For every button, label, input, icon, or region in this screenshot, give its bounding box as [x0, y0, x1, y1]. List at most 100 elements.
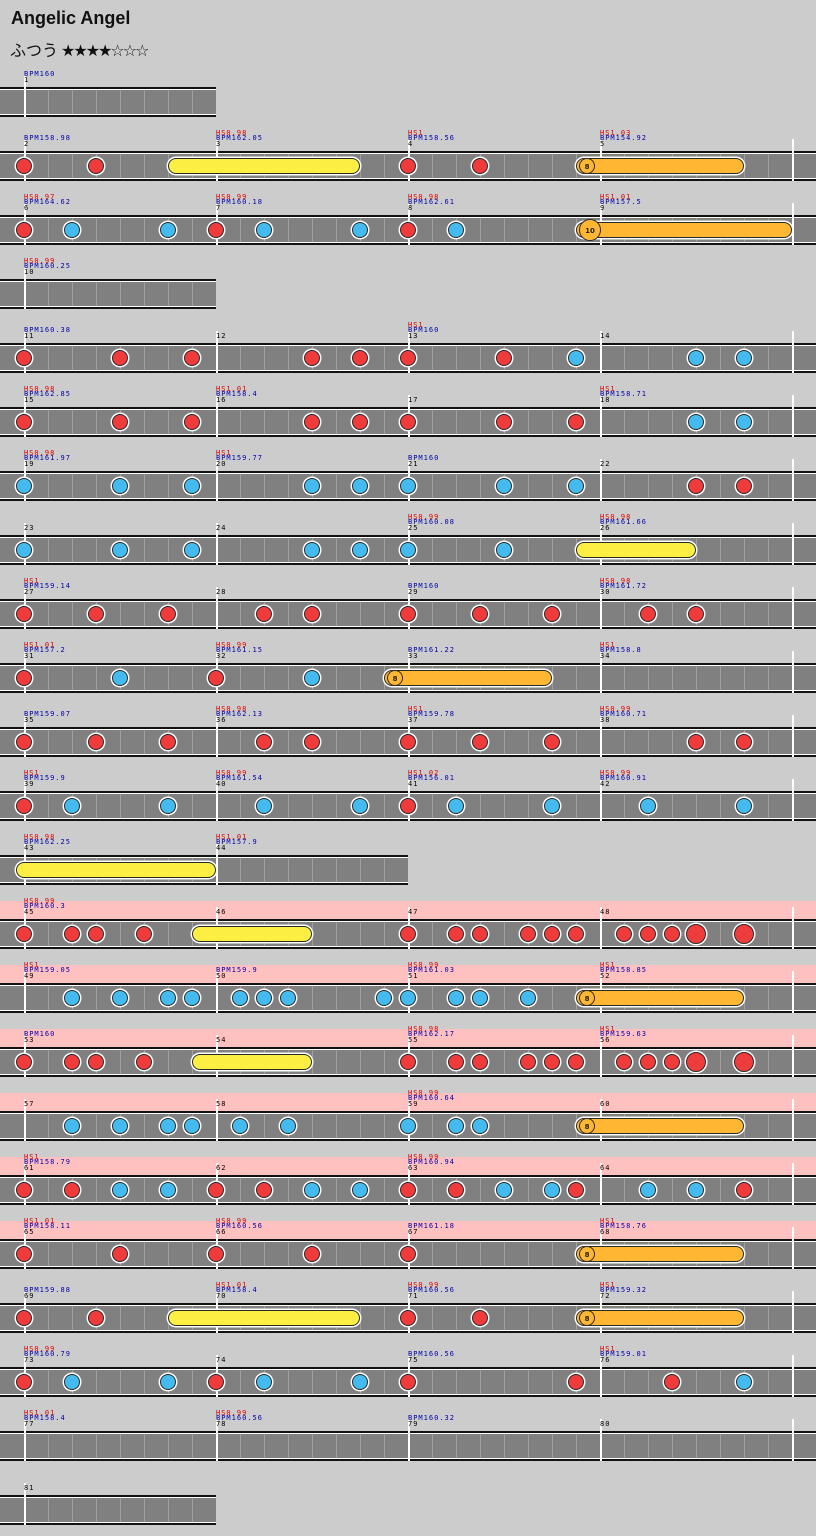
barline: [600, 715, 602, 757]
beat-line: [528, 1370, 529, 1394]
ka-note: [64, 798, 80, 814]
lane-edge: [0, 1523, 216, 1525]
beat-line: [312, 1370, 313, 1394]
measure-number: 22: [600, 460, 611, 468]
hs-label: HS1.01: [600, 193, 632, 201]
bpm-label: BPM161.18: [408, 1222, 455, 1230]
measure-number: 70: [216, 1292, 227, 1300]
beat-line: [696, 1434, 697, 1458]
beat-line: [768, 410, 769, 434]
beat-line: [768, 154, 769, 178]
ka-note: [448, 1118, 464, 1134]
don-note: [64, 1182, 80, 1198]
beat-line: [432, 794, 433, 818]
lane-edge: [0, 307, 216, 309]
bpm-label: BPM160.91: [600, 774, 647, 782]
beat-line: [744, 986, 745, 1010]
beat-line: [312, 1434, 313, 1458]
beat-line: [144, 282, 145, 306]
beat-line: [336, 730, 337, 754]
bpm-label: BPM161.54: [216, 774, 263, 782]
bpm-label: BPM158.56: [408, 134, 455, 142]
measure-number: 27: [24, 588, 35, 596]
measure-number: 4: [408, 140, 414, 148]
beat-line: [240, 1242, 241, 1266]
measure-number: 79: [408, 1420, 419, 1428]
beat-line: [168, 666, 169, 690]
ka-note: [688, 1182, 704, 1198]
beat-line: [312, 858, 313, 882]
don-note: [686, 924, 706, 944]
hs-label: HS1: [408, 321, 424, 329]
drumroll-count: 10: [579, 219, 601, 241]
barline: [216, 395, 218, 437]
beat-line: [360, 858, 361, 882]
barline: [600, 779, 602, 821]
don-note: [544, 926, 560, 942]
ka-note: [544, 1182, 560, 1198]
beat-line: [720, 666, 721, 690]
beat-line: [432, 1434, 433, 1458]
beat-line: [288, 666, 289, 690]
beat-line: [504, 154, 505, 178]
hs-label: HS0.99: [216, 1217, 248, 1225]
hs-label: HS0.99: [408, 1281, 440, 1289]
bpm-label: BPM161.97: [24, 454, 71, 462]
measure-number: 57: [24, 1100, 35, 1108]
measure-number: 66: [216, 1228, 227, 1236]
drumroll-count: 8: [579, 990, 595, 1006]
hs-label: HS1.02: [408, 769, 440, 777]
beat-line: [528, 1242, 529, 1266]
bpm-label: BPM159.9: [216, 966, 258, 974]
beat-line: [720, 1050, 721, 1074]
barline: [792, 1291, 794, 1333]
bpm-label: BPM160.32: [408, 1414, 455, 1422]
beat-line: [48, 1178, 49, 1202]
drumroll-count: 8: [579, 1310, 595, 1326]
measure-number: 30: [600, 588, 611, 596]
difficulty-label: ふつう: [10, 41, 59, 60]
beat-line: [240, 858, 241, 882]
chart-row: HS0.98 BPM161.97 19 HS1 BPM159.77 20 BPM160 21 2…: [0, 448, 816, 512]
ka-note: [184, 542, 200, 558]
measure-number: 42: [600, 780, 611, 788]
beat-line: [432, 922, 433, 946]
bpm-label: BPM162.25: [24, 838, 71, 846]
beat-line: [768, 986, 769, 1010]
hs-label: HS0.98: [24, 449, 56, 457]
beat-line: [432, 1178, 433, 1202]
ka-note: [16, 542, 32, 558]
hs-label: HS1: [600, 1025, 616, 1033]
measure-number: 55: [408, 1036, 419, 1044]
beat-line: [48, 1114, 49, 1138]
measure-number: 37: [408, 716, 419, 724]
ka-note: [352, 542, 368, 558]
beat-line: [672, 474, 673, 498]
bpm-label: BPM159.9: [24, 774, 66, 782]
barline: [600, 331, 602, 373]
beat-line: [552, 1114, 553, 1138]
beat-line: [480, 1242, 481, 1266]
ka-note: [304, 542, 320, 558]
barline: [216, 523, 218, 565]
don-note: [16, 606, 32, 622]
beat-line: [360, 730, 361, 754]
chart-row: BPM159.07 35 HS0.98 BPM162.13 36 HS1 BPM159.78…: [0, 704, 816, 768]
beat-line: [768, 1370, 769, 1394]
beat-line: [192, 1498, 193, 1522]
note-lane: [0, 331, 816, 373]
hs-label: HS1.01: [216, 1281, 248, 1289]
ka-note: [160, 1118, 176, 1134]
beat-line: [432, 346, 433, 370]
ka-note: [688, 414, 704, 430]
beat-line: [432, 1050, 433, 1074]
measure-number: 5: [600, 140, 606, 148]
barline: [792, 523, 794, 565]
hs-label: HS1: [216, 449, 232, 457]
measure-number: 15: [24, 396, 35, 404]
don-note: [664, 1054, 680, 1070]
beat-line: [384, 1370, 385, 1394]
don-note: [472, 734, 488, 750]
beat-line: [240, 666, 241, 690]
hs-label: HS0.99: [216, 1409, 248, 1417]
